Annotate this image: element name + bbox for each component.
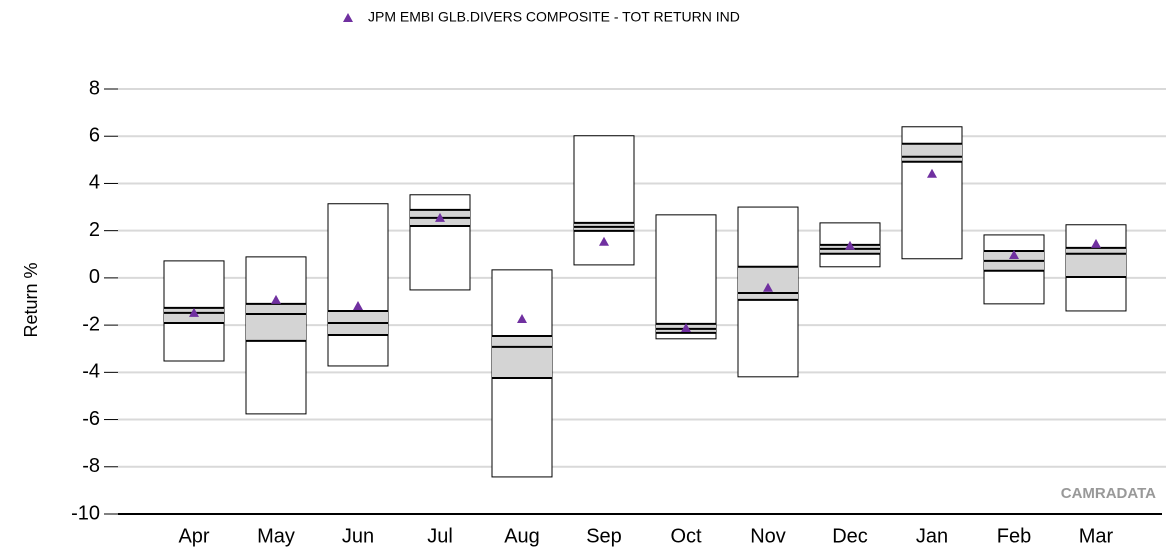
x-tick-label: Jan [916, 525, 948, 547]
marker [681, 322, 691, 332]
y-tick-label: 4 [89, 172, 100, 194]
x-tick-label: Nov [750, 525, 786, 547]
watermark: CAMRADATA [1061, 485, 1156, 502]
marker [763, 282, 773, 292]
legend-label: JPM EMBI GLB.DIVERS COMPOSITE - TOT RETU… [368, 9, 740, 25]
y-tick-label: -4 [82, 361, 100, 383]
marker [927, 168, 937, 178]
x-tick-label: Feb [997, 525, 1031, 547]
marker [845, 240, 855, 250]
marker [189, 307, 199, 317]
quartile-box [492, 335, 552, 378]
marker [435, 212, 445, 222]
x-tick-label: Jun [342, 525, 374, 547]
y-tick-label: 8 [89, 77, 100, 99]
legend-marker [343, 13, 353, 22]
range-box [655, 214, 717, 340]
range-box [327, 203, 389, 367]
y-tick-label: 2 [89, 219, 100, 241]
y-tick-label: 0 [89, 266, 100, 288]
y-tick-label: -8 [82, 455, 100, 477]
x-tick-label: Aug [504, 525, 540, 547]
x-tick-label: May [257, 525, 295, 547]
marker [271, 294, 281, 304]
marker [1091, 238, 1101, 248]
y-axis-label: Return % [21, 262, 41, 337]
x-tick-label: Sep [586, 525, 622, 547]
x-tick-label: Dec [832, 525, 868, 547]
x-tick-label: Oct [670, 525, 702, 547]
x-tick-label: Apr [178, 525, 209, 547]
y-tick-label: -6 [82, 408, 100, 430]
marker [517, 313, 527, 323]
y-tick-label: -10 [71, 502, 100, 524]
x-tick-label: Mar [1079, 525, 1114, 547]
quartile-box [902, 143, 962, 162]
quartile-box [1066, 247, 1126, 277]
marker [599, 236, 609, 246]
quartile-box [246, 303, 306, 341]
x-tick-label: Jul [427, 525, 453, 547]
y-tick-label: 6 [89, 125, 100, 147]
marker [353, 300, 363, 310]
marker [1009, 249, 1019, 259]
y-tick-label: -2 [82, 313, 100, 335]
